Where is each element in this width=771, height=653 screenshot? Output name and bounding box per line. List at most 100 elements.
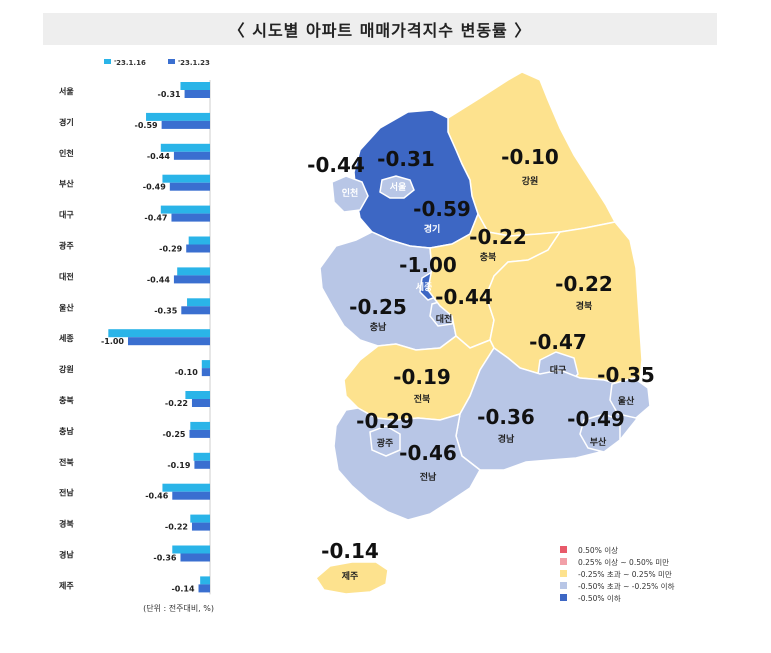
map-legend-item: -0.50% 이하 [560, 593, 621, 603]
region-name: 경기 [424, 223, 441, 235]
data-label: -0.47 [144, 214, 167, 223]
data-label: -0.19 [167, 461, 190, 470]
bar-curr [169, 182, 210, 191]
map-region-label: -0.47 대구 [529, 330, 587, 376]
bar-curr [181, 306, 210, 315]
region-value: -0.36 [477, 405, 535, 429]
legend-swatch [168, 59, 175, 64]
bar-row: 충북 -0.22 [59, 391, 210, 408]
bar-prev [200, 576, 210, 585]
region-value: -0.44 [307, 153, 365, 177]
region-name: 광주 [377, 437, 394, 449]
category-label: 강원 [59, 364, 74, 374]
map-region-label: -0.59 경기 [413, 197, 471, 235]
map-region-label: -0.29 광주 [356, 409, 414, 449]
region-value: -0.46 [399, 441, 457, 465]
category-label: 경북 [59, 519, 74, 529]
region-name: 부산 [590, 436, 607, 448]
category-label: 전북 [59, 457, 74, 467]
bar-prev [160, 143, 210, 152]
map-region-label: -0.36 경남 [477, 405, 535, 445]
region-ulsan [609, 377, 651, 419]
map-legend-swatch [560, 570, 567, 577]
bar-row: 제주 -0.14 [59, 576, 210, 593]
unit-note: (단위 : 전주대비, %) [143, 603, 214, 613]
region-incheon [331, 175, 369, 213]
data-label: -0.49 [143, 183, 166, 192]
bar-row: 인천 -0.44 [59, 143, 210, 161]
region-value: -0.47 [529, 330, 587, 354]
bar-curr [198, 584, 210, 593]
bar-row: 경기 -0.59 [59, 112, 210, 130]
legend-label: '23.1.16 [114, 59, 146, 67]
region-value: -0.25 [349, 295, 407, 319]
category-label: 광주 [59, 241, 74, 251]
data-label: -0.14 [171, 584, 194, 593]
region-value: -0.14 [321, 539, 379, 563]
data-label: -1.00 [101, 337, 124, 346]
bar-curr [194, 460, 210, 469]
map-legend-label: 0.25% 이상 ~ 0.50% 미만 [578, 557, 669, 567]
region-value: -0.35 [597, 363, 655, 387]
map-legend-label: -0.25% 초과 ~ 0.25% 미만 [578, 570, 672, 579]
map-region-label: -0.46 전남 [399, 441, 457, 483]
map-legend-label: 0.50% 이상 [578, 545, 618, 555]
map-region-label: -0.14 제주 [321, 539, 379, 582]
region-gwangju [369, 425, 401, 457]
region-value: -0.49 [567, 407, 625, 431]
bar-prev [172, 545, 210, 554]
map-region-label: -0.19 전북 [393, 365, 451, 405]
map-region-label: -0.31 서울 [377, 147, 435, 193]
map-legend-item: -0.50% 초과 ~ -0.25% 이하 [560, 581, 675, 591]
data-label: -0.10 [175, 368, 198, 377]
region-name: 전북 [414, 393, 431, 405]
data-label: -0.31 [158, 90, 181, 99]
region-value: -0.19 [393, 365, 451, 389]
category-label: 충남 [59, 426, 74, 436]
region-seoul [379, 175, 415, 199]
bar-curr [191, 399, 210, 407]
category-label: 세종 [59, 333, 74, 343]
bar-row: 대전 -0.44 [59, 267, 210, 284]
region-value: -0.10 [501, 145, 559, 169]
bar-curr [180, 553, 210, 562]
category-label: 충북 [59, 395, 74, 405]
region-name: 강원 [522, 175, 539, 187]
bar-curr [128, 337, 210, 346]
region-value: -0.22 [555, 272, 613, 296]
map-legend-label: -0.50% 초과 ~ -0.25% 이하 [578, 581, 675, 591]
bar-prev [188, 236, 210, 245]
region-name: 대전 [436, 313, 453, 325]
bar-curr [186, 244, 210, 253]
map-region-label: -0.49 부산 [567, 407, 625, 448]
bar-row: 충남 -0.25 [59, 421, 210, 439]
bar-prev [187, 298, 210, 307]
map-region-label: -0.44 인천 [307, 153, 365, 199]
bar-prev [162, 174, 210, 183]
map-region-label: -0.22 충북 [469, 225, 527, 263]
bar-row: 광주 -0.29 [59, 236, 210, 254]
map-legend-swatch [560, 546, 567, 553]
bar-prev [201, 360, 210, 369]
data-label: -0.35 [154, 306, 177, 315]
bar-row: 울산 -0.35 [59, 298, 210, 315]
region-name: 대구 [550, 364, 567, 376]
region-name: 세종 [416, 281, 433, 293]
region-busan [579, 413, 621, 453]
map-region-label: -1.00 세종 [399, 253, 457, 293]
bar-curr [191, 522, 210, 531]
data-label: -0.29 [159, 245, 182, 254]
map-legend-item: 0.50% 이상 [560, 545, 618, 555]
bar-prev [185, 391, 210, 399]
bar-curr [189, 429, 210, 438]
region-name: 제주 [342, 570, 359, 582]
category-label: 대전 [59, 271, 74, 281]
region-name: 충북 [480, 251, 497, 263]
region-jeju [315, 561, 389, 595]
map-region-label: -0.44 대전 [435, 285, 493, 325]
category-label: 서울 [59, 86, 74, 96]
map-region-label: -0.35 울산 [597, 363, 655, 407]
map-legend-label: -0.50% 이하 [578, 593, 621, 603]
bar-curr [173, 275, 210, 284]
